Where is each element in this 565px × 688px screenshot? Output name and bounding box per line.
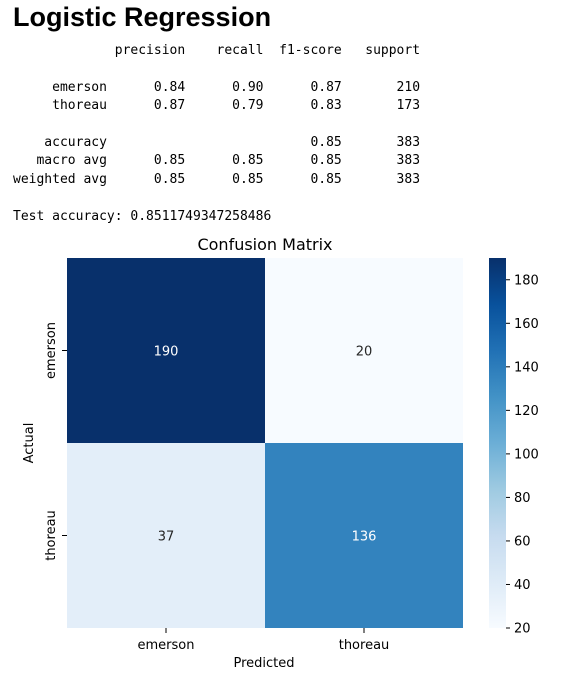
- colorbar-tick-label: 120: [514, 404, 539, 419]
- chart-title: Confusion Matrix: [197, 235, 332, 254]
- heatmap-cell: [67, 258, 265, 443]
- y-tick-label: thoreau: [44, 510, 59, 561]
- report-row-label: accuracy: [13, 135, 107, 151]
- x-axis-label: Predicted: [233, 656, 294, 671]
- report-cell-precision: 0.85: [106, 153, 186, 169]
- colorbar-tick-label: 60: [514, 534, 531, 549]
- heatmap-cell-value: 37: [158, 530, 175, 545]
- heatmap-cell-value: 190: [154, 345, 179, 360]
- report-row-label: emerson: [13, 79, 107, 95]
- report-cell-support: 383: [341, 153, 421, 169]
- colorbar-tick-label: 20: [514, 622, 531, 637]
- colorbar-tick-label: 80: [514, 491, 531, 506]
- report-cell-precision: 0.85: [106, 171, 186, 187]
- report-cell-precision: 0.87: [106, 98, 186, 114]
- heatmap-cell: [67, 443, 265, 628]
- report-row-label: thoreau: [13, 98, 107, 114]
- heatmap-cell-value: 20: [356, 345, 373, 360]
- colorbar-tick-label: 140: [514, 360, 539, 375]
- report-row-label: macro avg: [13, 153, 107, 169]
- report-cell-f1: 0.85: [263, 153, 342, 169]
- y-axis-ticks: emerson thoreau: [44, 322, 67, 561]
- y-axis-label: Actual: [22, 423, 37, 464]
- colorbar-tick-label: 180: [514, 273, 539, 288]
- heatmap-cell-value: 136: [352, 530, 377, 545]
- report-header-support: support: [341, 43, 421, 58]
- report-cell-recall: 0.90: [185, 79, 264, 95]
- classification-report: precision recall f1-score support emerso…: [13, 42, 420, 226]
- report-cell-recall: 0.85: [185, 153, 264, 169]
- heatmap-cell: [265, 443, 463, 628]
- report-header-recall: recall: [185, 43, 264, 58]
- y-tick-label: emerson: [44, 322, 59, 379]
- heatmap-cell: [265, 258, 463, 443]
- colorbar: [489, 258, 506, 628]
- colorbar-tick-label: 40: [514, 578, 531, 593]
- heatmap-cells: 190 20 37 136: [67, 258, 463, 628]
- x-axis-ticks: emerson thoreau: [138, 628, 390, 653]
- report-cell-support: 210: [341, 79, 421, 95]
- report-cell-recall: 0.85: [185, 171, 264, 187]
- colorbar-tick-label: 160: [514, 317, 539, 332]
- report-cell-f1: 0.85: [263, 171, 342, 187]
- report-cell-recall: 0.79: [185, 98, 264, 114]
- report-cell-precision: 0.84: [106, 79, 186, 95]
- report-cell-f1: 0.83: [263, 98, 342, 114]
- page-title: Logistic Regression: [13, 2, 272, 32]
- report-cell-recall: [185, 135, 263, 150]
- report-cell-support: 173: [341, 98, 421, 114]
- report-row-label: weighted avg: [13, 171, 107, 187]
- report-cell-f1: 0.87: [263, 79, 342, 95]
- report-cell-f1: 0.85: [263, 135, 342, 151]
- report-cell-support: 383: [341, 135, 421, 151]
- test-accuracy-line: Test accuracy: 0.8511749347258486: [13, 208, 272, 224]
- report-header-precision: precision: [106, 43, 186, 58]
- colorbar-ticks: 20 40 60 80 100 120 140 160 180: [506, 273, 539, 637]
- report-header-f1-score: f1-score: [263, 43, 342, 58]
- x-tick-label: emerson: [138, 638, 195, 653]
- x-tick-label: thoreau: [339, 638, 390, 653]
- report-cell-support: 383: [341, 171, 421, 187]
- colorbar-tick-label: 100: [514, 447, 539, 462]
- confusion-matrix-chart: Confusion Matrix 190 20 37 136 emerson thore…: [22, 235, 539, 671]
- report-cell-precision: [107, 135, 185, 150]
